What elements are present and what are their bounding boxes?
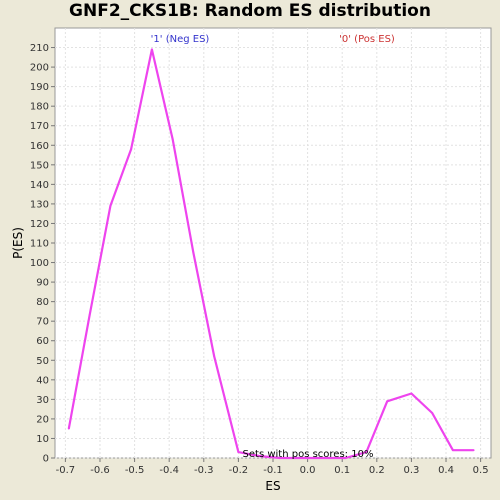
x-tick-label: 0.1 (334, 465, 350, 476)
x-tick-label: -0.5 (125, 465, 145, 476)
y-tick-label: 200 (30, 63, 49, 74)
y-tick-label: 0 (43, 454, 49, 465)
y-tick-label: 10 (36, 434, 49, 445)
data-point (431, 412, 434, 414)
y-tick-label: 140 (30, 180, 49, 191)
x-tick-label: 0.2 (369, 465, 385, 476)
data-point (213, 355, 216, 358)
y-tick-label: 70 (36, 317, 49, 328)
chart-title: GNF2_CKS1B: Random ES distribution (69, 1, 431, 21)
x-axis-title: ES (265, 479, 280, 493)
y-tick-label: 130 (30, 199, 49, 210)
y-tick-label: 180 (30, 102, 49, 113)
x-tick-label: -0.4 (159, 465, 179, 476)
series-group (67, 48, 475, 460)
x-tick-label: -0.2 (229, 465, 249, 476)
data-point (150, 48, 153, 51)
x-tick-label: 0.5 (473, 465, 489, 476)
data-point (237, 451, 240, 454)
y-tick-label: 160 (30, 141, 49, 152)
data-point (130, 148, 133, 151)
grid-lines (55, 28, 491, 459)
axes: 0 10 20 30 40 50 60 70 80 90 100 110 120 130 140 150 160… (30, 43, 489, 476)
data-point (324, 457, 326, 459)
y-axis-title: P(ES) (11, 227, 25, 259)
y-tick-label: 170 (30, 121, 49, 132)
neg-es-annotation: '1' (Neg ES) (151, 34, 210, 45)
y-tick-label: 40 (36, 375, 49, 386)
data-point (472, 449, 475, 452)
y-tick-label: 100 (30, 258, 49, 269)
data-point (109, 204, 112, 207)
data-point (299, 457, 302, 459)
data-point (171, 138, 174, 141)
y-tick-label: 20 (36, 414, 49, 425)
y-tick-label: 120 (30, 219, 49, 230)
data-point (410, 392, 413, 395)
y-tick-label: 190 (30, 82, 49, 93)
pos-es-annotation: '0' (Pos ES) (339, 34, 395, 45)
y-tick-label: 60 (36, 336, 49, 347)
data-point (365, 451, 368, 454)
x-tick-label: -0.1 (263, 465, 283, 476)
es-distribution-line (67, 48, 474, 460)
x-tick-label: -0.3 (194, 465, 214, 476)
y-tick-label: 210 (30, 43, 49, 54)
data-point (258, 455, 261, 457)
y-tick-label: 110 (30, 239, 49, 250)
x-tick-label: -0.7 (56, 465, 76, 476)
y-tick-label: 90 (36, 278, 49, 289)
x-tick-label: 0.4 (438, 465, 454, 476)
x-tick-label: -0.6 (90, 465, 110, 476)
pos-scores-note: Sets with pos scores: 10% (243, 449, 374, 460)
data-point (452, 449, 454, 452)
y-tick-label: 50 (36, 356, 49, 367)
data-point (67, 427, 70, 430)
x-tick-label: 0.3 (403, 465, 419, 476)
y-tick-label: 80 (36, 297, 49, 308)
y-tick-label: 150 (30, 160, 49, 171)
data-point (279, 457, 281, 459)
x-tick-label: 0.0 (300, 465, 316, 476)
y-tick-label: 30 (36, 395, 49, 406)
data-point (88, 314, 91, 317)
data-point (386, 400, 389, 403)
data-point (192, 251, 195, 254)
data-point (344, 457, 347, 459)
